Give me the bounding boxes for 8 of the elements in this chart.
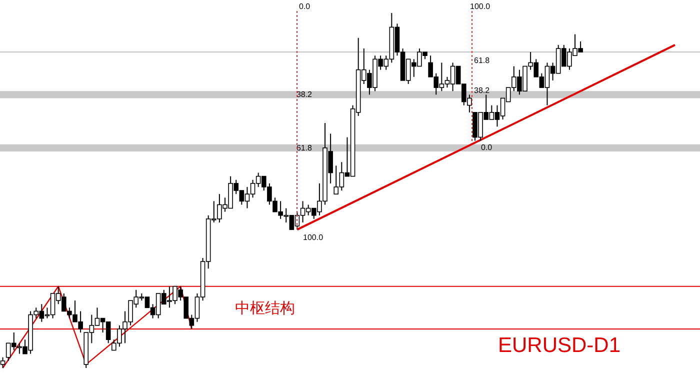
annotation: 0.0: [299, 2, 310, 11]
annotation: 中枢结构: [235, 300, 295, 317]
annotation: 100.0: [470, 2, 490, 11]
annotation: EURUSD-D1: [498, 334, 621, 357]
annotation: 100.0: [303, 233, 324, 242]
annotation: 0.0: [481, 143, 492, 152]
annotation: 38.2: [474, 86, 490, 95]
annotation: 61.8: [474, 56, 490, 65]
